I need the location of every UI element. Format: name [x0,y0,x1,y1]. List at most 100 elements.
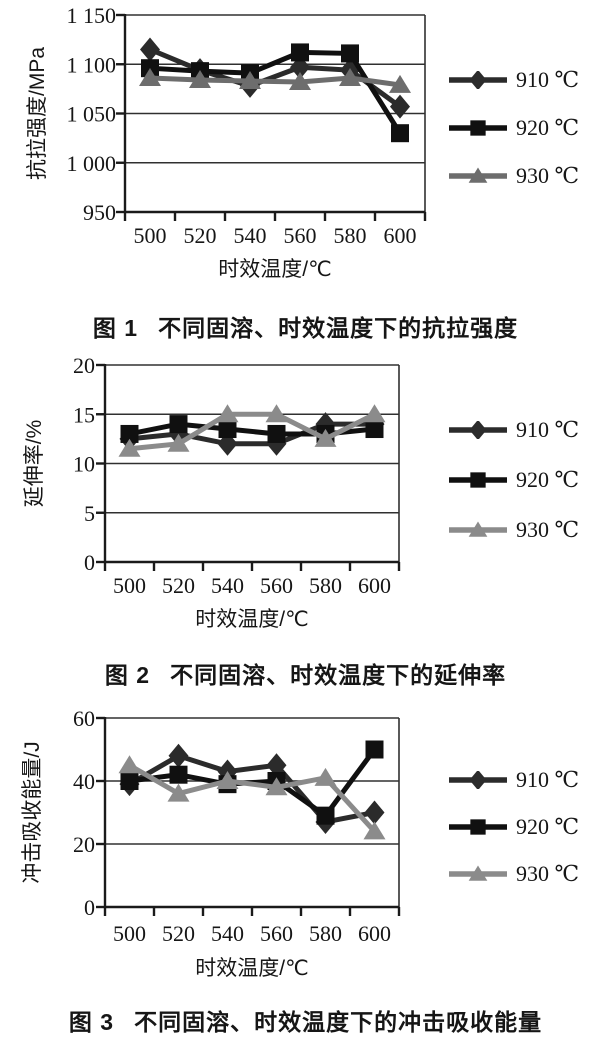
x-tick-label: 540 [234,223,267,248]
square-marker [470,120,486,136]
square-marker [267,424,286,443]
gridlines [105,364,400,563]
legend-label: 910 ℃ [516,67,580,92]
figure2-chart: 0 5 10 15 20 500 520 540 560 580 600 时效温度/℃ 延伸率/% [23,353,401,631]
square-marker [120,424,139,443]
triangle-marker [239,70,261,89]
y-tick-label: 15 [73,402,95,427]
triangle-marker [167,783,190,802]
diamond-marker [217,431,238,456]
triangle-marker [468,521,488,537]
y-tick-label: 60 [73,706,95,731]
legend-label: 910 ℃ [516,767,580,792]
diamond-marker [168,743,189,768]
square-marker [341,44,359,63]
x-tick-label: 560 [260,921,293,946]
figure1-caption: 图 1 不同固溶、时效温度下的抗拉强度 [0,295,611,350]
x-tick-label: 600 [384,223,417,248]
series-line [149,75,401,88]
triangle-marker-icon [449,865,507,881]
legend-entry-920c: 920 ℃ [449,114,579,142]
figure1-legend: 910 ℃ 920 ℃ 930 ℃ [449,66,579,190]
y-tick-label: 20 [73,832,95,857]
triangle-marker [265,777,288,796]
legend-label: 920 ℃ [516,115,580,140]
square-marker [120,772,139,790]
figure2-caption-number: 图 2 [104,662,151,688]
figure1: 950 1 000 1 050 1 100 1 150 500 520 540 560 580 60… [0,0,611,295]
legend-label: 920 ℃ [516,467,580,492]
figure3-caption: 图 3 不同固溶、时效温度下的冲击吸收能量 [0,995,611,1042]
triangle-marker [139,68,161,87]
x-tick-label: 500 [134,223,167,248]
legend-entry-920c: 920 ℃ [449,466,579,494]
legend-entry-910c: 910 ℃ [449,66,579,94]
figure1-caption-text: 不同固溶、时效温度下的抗拉强度 [158,315,519,341]
square-marker-icon [449,120,507,136]
x-tick-label: 520 [162,921,195,946]
legend-entry-930c: 930 ℃ [449,162,579,190]
triangle-marker [118,438,141,457]
legend-label: 910 ℃ [516,417,580,442]
square-marker [470,819,486,835]
y-axis-title: 延伸率/% [23,420,46,508]
figure3-caption-text: 不同固溶、时效温度下的冲击吸收能量 [134,1009,543,1035]
square-marker-icon [449,472,507,488]
triangle-marker [216,404,239,423]
triangle-marker [216,771,239,789]
square-marker [291,43,309,62]
y-tick-label: 20 [73,353,95,378]
x-tick-label: 560 [260,573,293,598]
x-tick-label: 600 [358,921,391,946]
axes [116,13,427,221]
legend-entry-930c: 930 ℃ [449,860,579,888]
x-axis-title: 时效温度/℃ [195,608,308,631]
triangle-marker [265,404,288,423]
y-tick-label: 950 [83,200,116,225]
square-marker [391,124,409,143]
triangle-marker [289,71,311,90]
figure3-caption-number: 图 3 [68,1009,115,1035]
y-tick-label: 1 100 [67,52,117,77]
legend-label: 930 ℃ [516,163,580,188]
figure2: 0 5 10 15 20 500 520 540 560 580 600 时效温度/℃ 延伸率/% 91… [0,350,611,645]
triangle-marker [339,68,361,87]
y-axis-title: 抗拉强度/MPa [26,47,49,180]
y-tick-label: 40 [73,769,95,794]
figure3: 0 20 40 60 500 520 540 560 580 600 时效温度/℃ 冲击吸收能量/J … [0,695,611,995]
diamond-marker [266,753,287,778]
axes [96,363,401,571]
legend-label: 930 ℃ [516,517,580,542]
x-tick-label: 520 [162,573,195,598]
diamond-marker [469,421,487,439]
x-tick-label: 500 [113,921,146,946]
y-tick-label: 5 [84,501,95,526]
x-tick-label: 540 [211,921,244,946]
legend-entry-910c: 910 ℃ [449,766,579,794]
diamond-marker [469,771,487,789]
square-marker [470,472,486,488]
diamond-marker-icon [449,421,507,439]
triangle-marker [468,167,488,183]
gridlines [125,14,426,213]
y-tick-label: 1 000 [67,151,117,176]
x-tick-label: 580 [309,573,342,598]
series-line [128,763,377,834]
figure1-chart: 950 1 000 1 050 1 100 1 150 500 520 540 560 580 60… [26,3,427,281]
y-tick-label: 0 [84,550,95,575]
x-tick-label: 580 [334,223,367,248]
legend-entry-920c: 920 ℃ [449,813,579,841]
legend-entry-910c: 910 ℃ [449,416,579,444]
legend-entry-930c: 930 ℃ [449,516,579,544]
diamond-marker [390,94,410,119]
triangle-marker [118,755,141,774]
x-tick-label: 600 [358,573,391,598]
figure2-caption: 图 2 不同固溶、时效温度下的延伸率 [0,645,611,695]
legend-label: 930 ℃ [516,861,580,886]
x-tick-label: 560 [284,223,317,248]
x-tick-label: 540 [211,573,244,598]
diamond-marker [140,37,160,62]
square-marker-icon [449,819,507,835]
triangle-marker [189,70,211,89]
diamond-marker [315,412,336,437]
